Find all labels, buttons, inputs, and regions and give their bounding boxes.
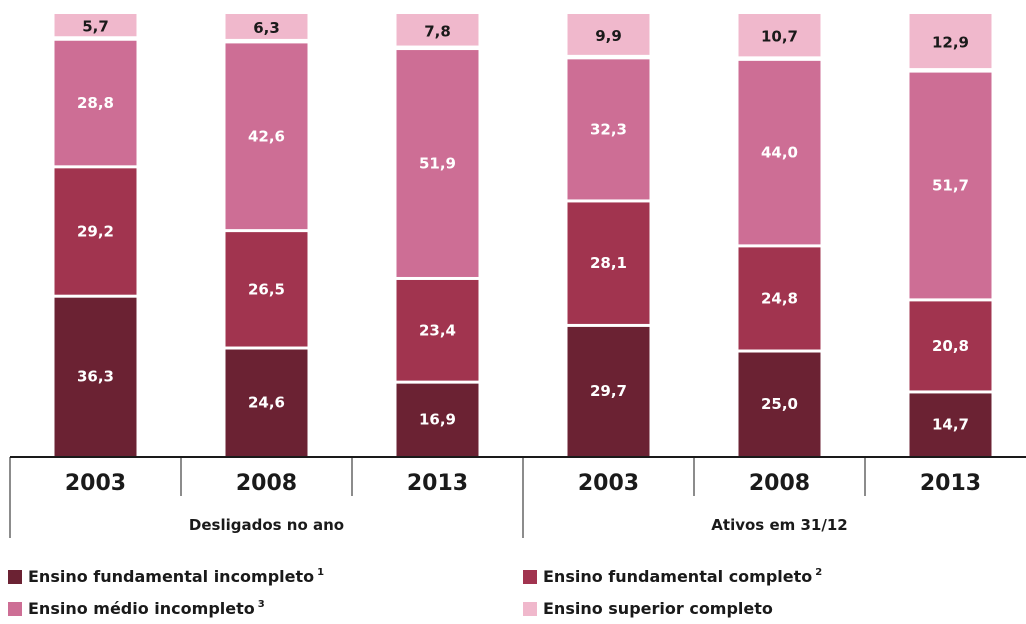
tick-label: 2003: [578, 471, 639, 496]
data-label: 28,1: [590, 254, 627, 272]
bar-segment: [54, 168, 137, 295]
tick-label: 2008: [749, 471, 810, 496]
tick-label: 2003: [65, 471, 126, 496]
data-label: 16,9: [419, 411, 456, 429]
data-label: 42,6: [248, 127, 285, 145]
bar-segment: [225, 14, 308, 39]
data-label: 7,8: [424, 22, 451, 40]
bar-segment: [225, 232, 308, 347]
bar-segment: [396, 279, 479, 381]
tick-label: 2008: [236, 471, 297, 496]
data-label: 28,8: [77, 94, 114, 112]
data-label: 5,7: [82, 18, 109, 36]
data-label: 20,8: [932, 337, 969, 355]
bars-layer: 36,3 29,2 28,8 5,7 24,6 26,5 42,6 6,3 16,9 23,4 51…: [54, 14, 992, 457]
data-label: 51,7: [932, 176, 969, 194]
bar-segment: [225, 43, 308, 230]
tick-label: 2013: [920, 471, 981, 496]
data-label: 12,9: [932, 34, 969, 52]
data-label: 10,7: [761, 28, 798, 46]
bar-segment: [225, 349, 308, 457]
bar-segment: [738, 14, 821, 57]
bar-segment: [54, 14, 137, 37]
data-label: 44,0: [761, 144, 798, 162]
group-label: Ativos em 31/12: [711, 516, 847, 534]
bar-segment: [738, 60, 821, 245]
data-label: 23,4: [419, 321, 456, 339]
data-label: 14,7: [932, 415, 969, 433]
data-label: 24,8: [761, 289, 798, 307]
data-label: 25,0: [761, 395, 798, 413]
data-label: 24,6: [248, 394, 285, 412]
data-label: 29,2: [77, 223, 114, 241]
category-axis: 2003 2008 2013 2003 2008 2013 Desligados no an…: [9, 456, 1026, 538]
bar-segment: [567, 59, 650, 200]
data-label: 32,3: [590, 120, 627, 138]
data-label: 36,3: [77, 368, 114, 386]
bar-segment: [567, 14, 650, 55]
bar-segment: [909, 301, 992, 391]
bar-segment: [567, 326, 650, 457]
bar-segment: [738, 352, 821, 457]
bar-segment: [396, 14, 479, 46]
bar-segment: [567, 202, 650, 324]
bar-segment: [909, 14, 992, 69]
bar-segment: [738, 247, 821, 350]
bar-segment: [396, 383, 479, 457]
tick-label: 2013: [407, 471, 468, 496]
group-label: Desligados no ano: [189, 516, 344, 534]
data-label: 9,9: [595, 27, 622, 45]
data-label: 29,7: [590, 382, 627, 400]
bar-segment: [54, 297, 137, 457]
data-label: 51,9: [419, 155, 456, 173]
bar-segment: [54, 40, 137, 166]
data-label: 6,3: [253, 19, 280, 37]
bar-segment: [396, 50, 479, 277]
data-label: 26,5: [248, 280, 285, 298]
bar-segment: [909, 393, 992, 457]
bar-segment: [909, 72, 992, 299]
